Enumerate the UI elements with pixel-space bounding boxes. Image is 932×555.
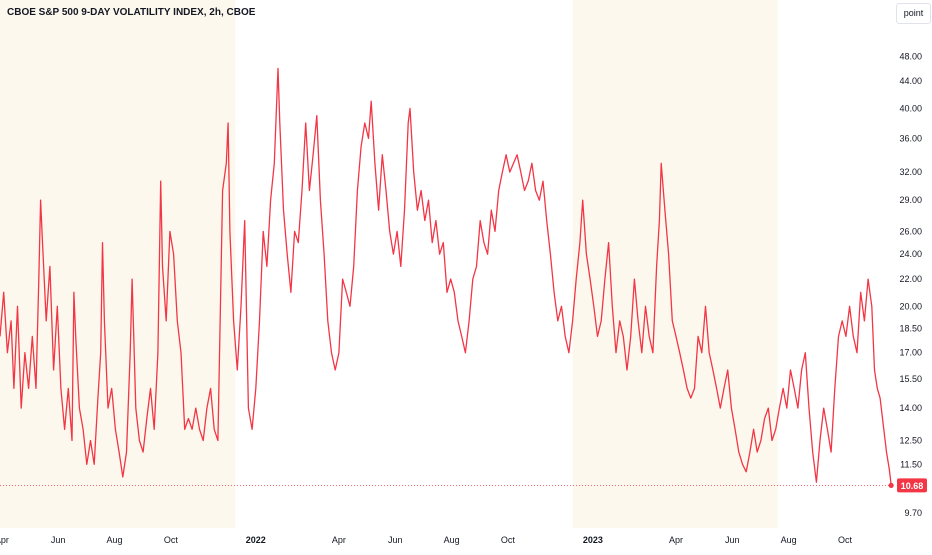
y-tick-label: 17.00 <box>899 348 922 358</box>
x-tick-label: Apr <box>669 535 683 545</box>
y-tick-label: 15.50 <box>899 374 922 384</box>
x-tick-label: 2022 <box>246 535 266 545</box>
x-tick-label: Aug <box>781 535 797 545</box>
y-tick-label: 20.00 <box>899 301 922 311</box>
x-tick-label: Jun <box>725 535 740 545</box>
x-tick-label: Oct <box>164 535 179 545</box>
x-tick-label: Apr <box>0 535 9 545</box>
last-value-badge <box>897 478 927 493</box>
series-line <box>0 67 892 486</box>
y-tick-label: 48.00 <box>899 51 922 61</box>
session-shade <box>0 0 236 528</box>
y-tick-label: 14.00 <box>899 403 922 413</box>
x-tick-label: Apr <box>332 535 346 545</box>
x-tick-label: Aug <box>444 535 460 545</box>
x-tick-label: Jun <box>51 535 66 545</box>
y-tick-label: 12.50 <box>899 435 922 445</box>
chart-title: CBOE S&P 500 9-DAY VOLATILITY INDEX, 2h,… <box>7 7 256 18</box>
y-tick-label: 26.00 <box>899 226 922 236</box>
session-shade <box>572 0 778 528</box>
y-tick-label: 40.00 <box>899 103 922 113</box>
y-tick-label: 44.00 <box>899 76 922 86</box>
y-tick-label: 18.50 <box>899 324 922 334</box>
x-tick-label: 2023 <box>583 535 603 545</box>
scale-mode-button[interactable]: point <box>896 3 931 24</box>
y-tick-label: 32.00 <box>899 167 922 177</box>
y-tick-label: 9.70 <box>904 508 922 518</box>
y-tick-label: 22.00 <box>899 274 922 284</box>
x-tick-label: Aug <box>107 535 123 545</box>
x-tick-label: Oct <box>838 535 853 545</box>
last-value-label: 10.68 <box>901 481 924 491</box>
y-tick-label: 11.50 <box>900 459 922 469</box>
y-tick-label: 36.00 <box>899 133 922 143</box>
y-tick-label: 24.00 <box>899 249 922 259</box>
x-tick-label: Jun <box>388 535 403 545</box>
y-tick-label: 29.00 <box>899 195 922 205</box>
x-tick-label: Oct <box>501 535 516 545</box>
last-point <box>888 482 894 489</box>
